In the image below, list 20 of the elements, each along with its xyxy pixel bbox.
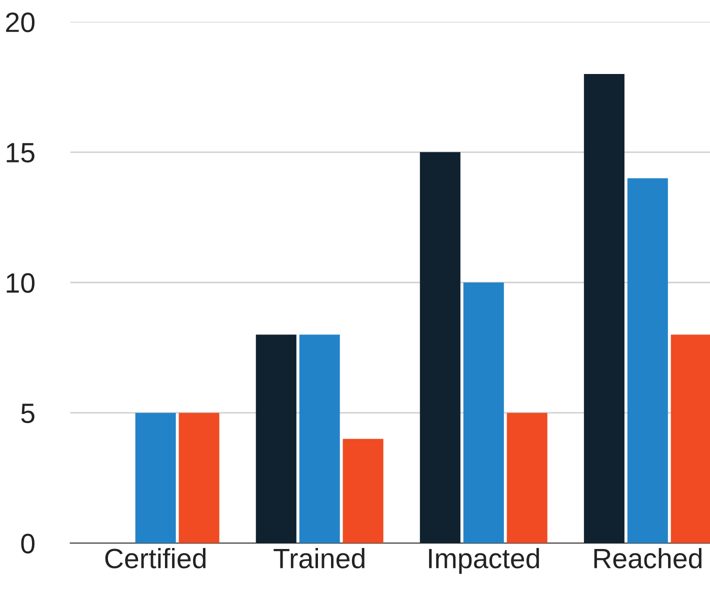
x-tick-label: Certified xyxy=(105,548,206,568)
bar xyxy=(299,334,340,544)
bar xyxy=(178,412,220,544)
y-tick-label: 15 xyxy=(6,143,34,163)
bar xyxy=(420,152,460,544)
x-tick-label: Trained xyxy=(274,548,364,568)
y-tick-label: 5 xyxy=(21,404,34,424)
bar xyxy=(342,438,384,544)
x-tick-label: Impacted xyxy=(429,548,539,574)
bar xyxy=(135,412,176,544)
x-tick-label: Reached xyxy=(594,548,702,568)
bar xyxy=(584,74,624,544)
y-tick-label: 0 xyxy=(21,534,34,554)
y-tick-label: 20 xyxy=(6,12,34,32)
bar xyxy=(627,178,668,544)
bar xyxy=(506,412,548,544)
bar xyxy=(463,282,504,544)
bar xyxy=(256,334,296,544)
y-tick-label: 10 xyxy=(6,273,34,293)
bar xyxy=(670,334,710,544)
